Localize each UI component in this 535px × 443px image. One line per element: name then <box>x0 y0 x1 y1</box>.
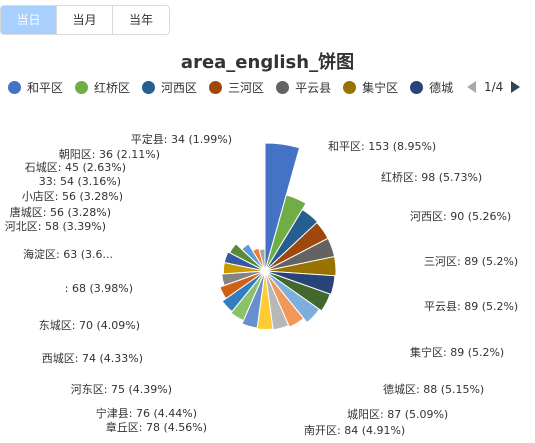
slice-label: 唐城区: 56 (3.28%) <box>10 205 111 219</box>
triangle-right-icon[interactable] <box>511 81 521 93</box>
pie-slice[interactable] <box>228 243 266 272</box>
legend-marker <box>410 80 424 94</box>
slice-label: 河西区: 90 (5.26%) <box>410 210 511 223</box>
slice-label: 河东区: 75 (4.39%) <box>71 383 172 396</box>
tab-this-month[interactable]: 当月 <box>57 6 113 34</box>
legend-label: 集宁区 <box>362 80 399 95</box>
legend-page-indicator: 1/4 <box>484 80 504 94</box>
chart-legend: 和平区 红桥区 河西区 三河区 平云县 集宁区 德城 1/4 <box>8 78 535 96</box>
legend-marker <box>343 80 357 94</box>
legend-item[interactable]: 红桥区 <box>75 79 130 96</box>
slice-label: 章丘区: 78 (4.56%) <box>106 420 207 434</box>
pie-slice[interactable] <box>230 270 266 322</box>
pie-slice[interactable] <box>264 270 305 328</box>
legend-marker <box>209 80 223 94</box>
legend-item[interactable]: 德城 <box>410 79 453 96</box>
legend-label: 德城 <box>429 80 454 95</box>
legend-items: 和平区 红桥区 河西区 三河区 平云县 集宁区 德城 <box>8 79 463 96</box>
pie-slice[interactable] <box>251 247 266 272</box>
pie-slice[interactable] <box>258 248 266 272</box>
tab-this-year[interactable]: 当年 <box>128 13 153 27</box>
pie-slice[interactable] <box>264 270 290 331</box>
slice-label: 东城区: 70 (4.09%) <box>39 319 140 332</box>
slice-label: 小店区: 56 (3.28%) <box>22 189 123 203</box>
pie-slice[interactable] <box>264 270 321 324</box>
legend-pager: 1/4 <box>467 80 521 94</box>
legend-marker <box>276 80 290 94</box>
slice-label: 平定县: 34 (1.99%) <box>131 132 232 146</box>
pie-slice[interactable] <box>264 208 319 272</box>
pie-slice[interactable] <box>219 270 266 300</box>
slice-label: 和平区: 153 (8.95%) <box>328 140 436 153</box>
legend-item[interactable]: 平云县 <box>276 79 331 96</box>
slice-label: 城阳区: 87 (5.09%) <box>347 408 448 421</box>
tab-today[interactable]: 当日 <box>1 6 57 34</box>
slice-label: 河北区: 58 (3.39%) <box>5 220 106 233</box>
legend-label: 三河区 <box>228 80 265 95</box>
legend-item[interactable]: 和平区 <box>8 79 63 96</box>
pie-slice[interactable] <box>256 270 274 331</box>
slice-label: 宁津县: 76 (4.44%) <box>96 406 197 420</box>
legend-label: 红桥区 <box>94 80 131 95</box>
triangle-left-icon[interactable] <box>467 81 476 93</box>
legend-label: 和平区 <box>27 80 64 95</box>
legend-marker <box>142 80 156 94</box>
slice-label: 海淀区: 63 (3.6... <box>23 247 113 261</box>
slice-label: 红桥区: 98 (5.73%) <box>381 171 482 184</box>
time-range-tabs: 当日 当月 当年 <box>0 5 170 35</box>
legend-label: 河西区 <box>161 80 198 95</box>
pie-slice[interactable] <box>264 194 307 272</box>
legend-label: 平云县 <box>295 80 332 95</box>
pie-slice[interactable] <box>221 270 266 287</box>
slice-label: 石城区: 45 (2.63%) <box>25 161 126 174</box>
legend-marker <box>75 80 89 94</box>
slice-label: 朝阳区: 36 (2.11%) <box>59 148 160 161</box>
pie-slice[interactable] <box>241 243 266 272</box>
slice-label: 南开区: 84 (4.91%) <box>304 424 405 437</box>
slice-label: : 68 (3.98%) <box>65 282 133 295</box>
pie-slice[interactable] <box>221 270 266 313</box>
slice-label: 三河区: 89 (5.2%) <box>424 255 518 268</box>
legend-item[interactable]: 河西区 <box>142 79 197 96</box>
slice-label: 平云县: 89 (5.2%) <box>424 300 518 313</box>
chart-title: area_english_饼图 <box>180 52 355 73</box>
pie-slice[interactable] <box>264 270 331 312</box>
slice-label: 西城区: 74 (4.33%) <box>42 352 143 365</box>
pie-slice[interactable] <box>264 255 337 277</box>
slice-label: 德城区: 88 (5.15%) <box>383 382 484 396</box>
legend-item[interactable]: 集宁区 <box>343 79 398 96</box>
legend-item[interactable]: 三河区 <box>209 79 264 96</box>
slice-label: 33: 54 (3.16%) <box>39 175 121 188</box>
slice-label: 集宁区: 89 (5.2%) <box>410 345 504 359</box>
legend-marker <box>8 80 21 94</box>
